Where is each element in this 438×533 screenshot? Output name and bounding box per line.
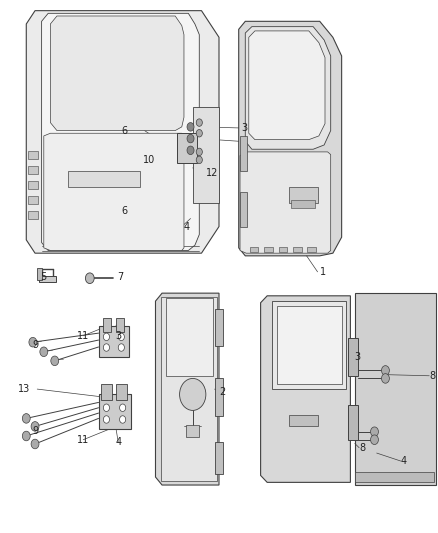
Bar (215, 309, 223, 346)
Bar (116, 384, 127, 400)
Text: 2: 2 (219, 387, 225, 397)
Circle shape (22, 431, 30, 441)
Text: 1: 1 (320, 267, 326, 277)
Circle shape (31, 439, 39, 449)
Circle shape (103, 404, 110, 411)
Text: 8: 8 (429, 371, 435, 381)
Polygon shape (50, 16, 184, 131)
Circle shape (196, 156, 202, 164)
Polygon shape (26, 11, 219, 253)
Bar (103, 318, 111, 332)
Text: 11: 11 (77, 331, 89, 341)
Text: 12: 12 (206, 168, 218, 178)
Circle shape (103, 333, 110, 341)
Bar (28, 211, 38, 219)
Circle shape (187, 123, 194, 131)
Bar (99, 394, 131, 429)
Bar (177, 133, 197, 163)
Circle shape (196, 148, 202, 156)
Text: 8: 8 (359, 443, 365, 453)
Text: 4: 4 (115, 438, 121, 447)
Circle shape (29, 337, 37, 347)
Circle shape (51, 356, 59, 366)
Circle shape (196, 119, 202, 126)
Bar (250, 247, 258, 252)
Bar (348, 405, 358, 440)
Bar (166, 298, 213, 376)
Polygon shape (240, 152, 331, 253)
Circle shape (118, 333, 124, 341)
Bar (101, 384, 112, 400)
Text: 10: 10 (143, 155, 155, 165)
Bar (186, 425, 199, 437)
Polygon shape (44, 133, 184, 251)
Bar (291, 200, 315, 208)
Bar (161, 297, 217, 481)
Text: 9: 9 (32, 341, 38, 350)
Circle shape (85, 273, 94, 284)
Polygon shape (193, 107, 219, 203)
Text: 11: 11 (77, 435, 89, 445)
Circle shape (120, 416, 126, 423)
Text: 5: 5 (41, 272, 47, 282)
Circle shape (371, 435, 378, 445)
Bar (215, 442, 223, 474)
Circle shape (180, 378, 206, 410)
Circle shape (120, 404, 126, 411)
Circle shape (31, 422, 39, 431)
Bar (28, 196, 38, 204)
Bar (37, 268, 42, 280)
Text: 9: 9 (32, 426, 38, 435)
Bar (293, 247, 302, 252)
Polygon shape (245, 27, 331, 149)
Polygon shape (355, 293, 436, 485)
Circle shape (103, 344, 110, 351)
Circle shape (381, 366, 389, 375)
Polygon shape (239, 21, 342, 256)
Bar (348, 338, 358, 376)
Circle shape (22, 414, 30, 423)
Bar (99, 326, 129, 357)
Polygon shape (261, 296, 350, 482)
Circle shape (40, 347, 48, 357)
Bar (240, 136, 247, 171)
Text: 6: 6 (122, 206, 128, 215)
Text: 3: 3 (355, 352, 361, 362)
Text: 3: 3 (241, 123, 247, 133)
Circle shape (187, 134, 194, 143)
Polygon shape (42, 13, 199, 251)
Circle shape (371, 427, 378, 437)
Text: 7: 7 (117, 272, 124, 282)
Bar (28, 166, 38, 174)
Polygon shape (68, 171, 140, 187)
Bar (272, 301, 346, 389)
Text: 6: 6 (122, 126, 128, 135)
Bar (289, 415, 318, 426)
Circle shape (187, 146, 194, 155)
Bar (289, 187, 318, 203)
Polygon shape (155, 293, 219, 485)
Polygon shape (249, 31, 325, 140)
Bar (39, 276, 56, 282)
Circle shape (381, 374, 389, 383)
Circle shape (196, 130, 202, 137)
Text: 3: 3 (115, 331, 121, 341)
Bar (264, 247, 273, 252)
Bar (279, 247, 287, 252)
Text: 4: 4 (401, 456, 407, 466)
Bar (215, 378, 223, 416)
Circle shape (118, 344, 124, 351)
Bar (28, 181, 38, 189)
Bar (277, 306, 342, 384)
Bar (240, 192, 247, 227)
Bar (355, 472, 434, 482)
Circle shape (103, 416, 110, 423)
Text: 13: 13 (18, 384, 30, 394)
Bar (307, 247, 316, 252)
Bar (28, 151, 38, 159)
Bar (116, 318, 124, 332)
Text: 4: 4 (184, 222, 190, 231)
